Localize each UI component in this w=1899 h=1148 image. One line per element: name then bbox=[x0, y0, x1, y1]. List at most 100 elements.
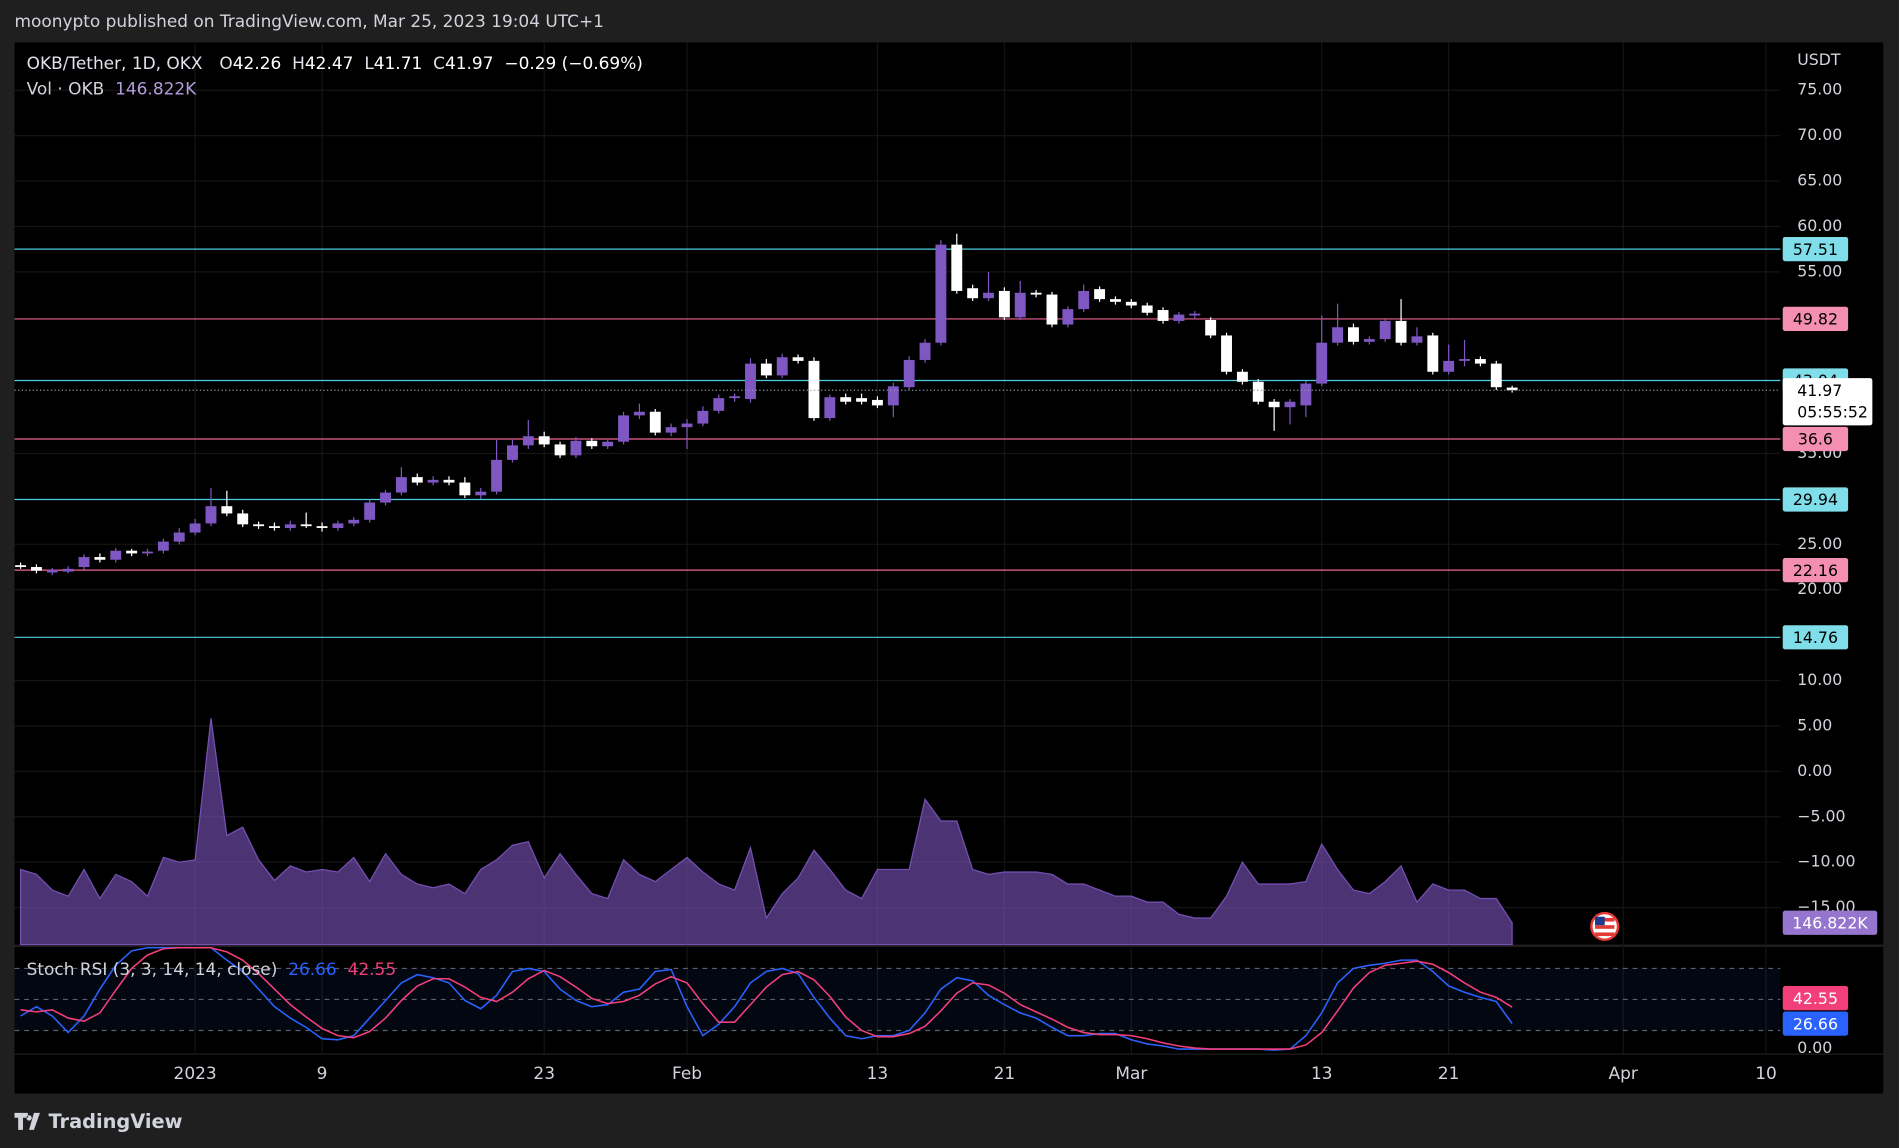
footer: TradingView bbox=[48, 1110, 182, 1133]
level-label-box bbox=[1782, 306, 1849, 332]
candle-body bbox=[491, 459, 503, 492]
candle-body bbox=[1490, 363, 1502, 388]
candle-body bbox=[78, 557, 90, 568]
legend-ohlc-value: 41.97 bbox=[445, 53, 494, 73]
candle-body bbox=[538, 436, 550, 445]
candle-body bbox=[1141, 305, 1153, 313]
candle-body bbox=[1252, 381, 1264, 402]
y-tick-label: 55.00 bbox=[1797, 261, 1842, 280]
level-label-box bbox=[1782, 558, 1849, 583]
header: moonypto published on TradingView.com, M… bbox=[15, 11, 604, 31]
legend-ohlc-value: 42.26 bbox=[233, 53, 282, 73]
candle-body bbox=[30, 567, 42, 571]
candle-body bbox=[871, 399, 883, 406]
legend-main: OKB/Tether, 1D, OKX O42.26 H42.47 L41.71 C41… bbox=[27, 53, 643, 73]
legend-stoch: Stoch RSI (3, 3, 14, 14, close) 26.66 42.5… bbox=[27, 959, 396, 979]
candle-body bbox=[1379, 320, 1391, 340]
price-label: 41.97 bbox=[1797, 381, 1842, 400]
legend-ohlc-value: 42.47 bbox=[305, 53, 354, 73]
candle-body bbox=[951, 244, 963, 291]
x-tick-label: 23 bbox=[533, 1063, 555, 1083]
level-label-box bbox=[1782, 426, 1849, 452]
candle-body bbox=[1078, 290, 1090, 310]
candle-body bbox=[268, 526, 280, 528]
flag-icon bbox=[1590, 911, 1620, 941]
y-tick-label: 70.00 bbox=[1797, 125, 1842, 144]
candle-body bbox=[1221, 335, 1232, 372]
candle-body bbox=[1173, 314, 1185, 321]
x-tick-label: 13 bbox=[1311, 1063, 1333, 1083]
candle-body bbox=[1395, 320, 1407, 343]
countdown-label: 05:55:52 bbox=[1797, 403, 1868, 422]
candle-body bbox=[300, 524, 312, 527]
candle-body bbox=[1030, 292, 1042, 295]
y-tick-label: −5.00 bbox=[1797, 806, 1845, 825]
y-tick-label: 75.00 bbox=[1797, 80, 1842, 99]
candle-body bbox=[792, 357, 804, 361]
x-tick-label: 13 bbox=[867, 1063, 889, 1083]
candle-body bbox=[1189, 313, 1201, 316]
candle-body bbox=[1125, 301, 1137, 306]
y-tick-label: 5.00 bbox=[1797, 715, 1832, 734]
legend-volume-name: Vol · OKB bbox=[27, 79, 105, 99]
legend-ohlc-key: O bbox=[219, 53, 232, 73]
y-tick-label: 20.00 bbox=[1797, 579, 1842, 598]
candle-body bbox=[1014, 292, 1026, 318]
candle-body bbox=[1236, 371, 1248, 382]
candle-body bbox=[522, 436, 534, 446]
logo bbox=[14, 1112, 40, 1130]
stoch-line bbox=[20, 946, 1513, 1050]
candle-body bbox=[808, 360, 820, 419]
candle-body bbox=[586, 440, 598, 447]
level-label: 57.51 bbox=[1793, 240, 1838, 259]
level-label-box bbox=[1782, 487, 1849, 512]
level-label: 36.6 bbox=[1798, 430, 1833, 449]
candle-body bbox=[173, 532, 185, 542]
candle-body bbox=[221, 506, 233, 514]
x-tick-label: 21 bbox=[1438, 1063, 1460, 1083]
candle-body bbox=[729, 396, 741, 399]
stoch-label-box bbox=[1782, 1011, 1849, 1036]
y-tick-label: 65.00 bbox=[1797, 171, 1842, 190]
legend-stoch-value: 26.66 bbox=[288, 959, 337, 979]
candle-body bbox=[633, 411, 645, 416]
candle-body bbox=[411, 477, 423, 483]
candle-body bbox=[983, 292, 994, 299]
price-label-box bbox=[1782, 378, 1873, 426]
candle-body bbox=[395, 477, 407, 493]
candle-body bbox=[713, 398, 725, 411]
candle-body bbox=[998, 290, 1010, 318]
candle-body bbox=[157, 541, 169, 551]
x-tick-label: 2023 bbox=[174, 1063, 217, 1083]
candle-body bbox=[1205, 320, 1217, 336]
x-tick-label: Feb bbox=[672, 1063, 702, 1083]
candle-body bbox=[1109, 299, 1121, 302]
x-tick-label: 9 bbox=[317, 1063, 328, 1083]
candle-body bbox=[1474, 359, 1486, 364]
y-tick-label: 60.00 bbox=[1797, 216, 1842, 235]
x-tick-label: 21 bbox=[994, 1063, 1016, 1083]
candle-body bbox=[1348, 327, 1359, 342]
legend-volume-value: 146.822K bbox=[115, 79, 197, 99]
x-tick-label: Mar bbox=[1115, 1063, 1147, 1083]
candle-body bbox=[189, 523, 201, 533]
candle-body bbox=[427, 479, 439, 483]
candle-body bbox=[507, 445, 518, 460]
legend-ohlc-value: 41.71 bbox=[374, 53, 423, 73]
x-tick-label: Apr bbox=[1609, 1063, 1638, 1083]
y-tick-label: 10.00 bbox=[1797, 670, 1842, 689]
candle-body bbox=[919, 342, 931, 360]
candle-body bbox=[824, 397, 836, 419]
pane-separator bbox=[14, 944, 1884, 947]
stoch-label: 26.66 bbox=[1793, 1014, 1838, 1033]
candle-body bbox=[348, 519, 360, 524]
legend-stoch-value: 42.55 bbox=[348, 959, 397, 979]
candle-body bbox=[618, 415, 629, 442]
volume-area bbox=[19, 718, 1513, 946]
level-label: 49.82 bbox=[1793, 310, 1838, 329]
candle-body bbox=[840, 397, 852, 402]
candle-body bbox=[380, 492, 391, 503]
candle-body bbox=[1459, 359, 1470, 361]
candle-body bbox=[602, 441, 614, 447]
